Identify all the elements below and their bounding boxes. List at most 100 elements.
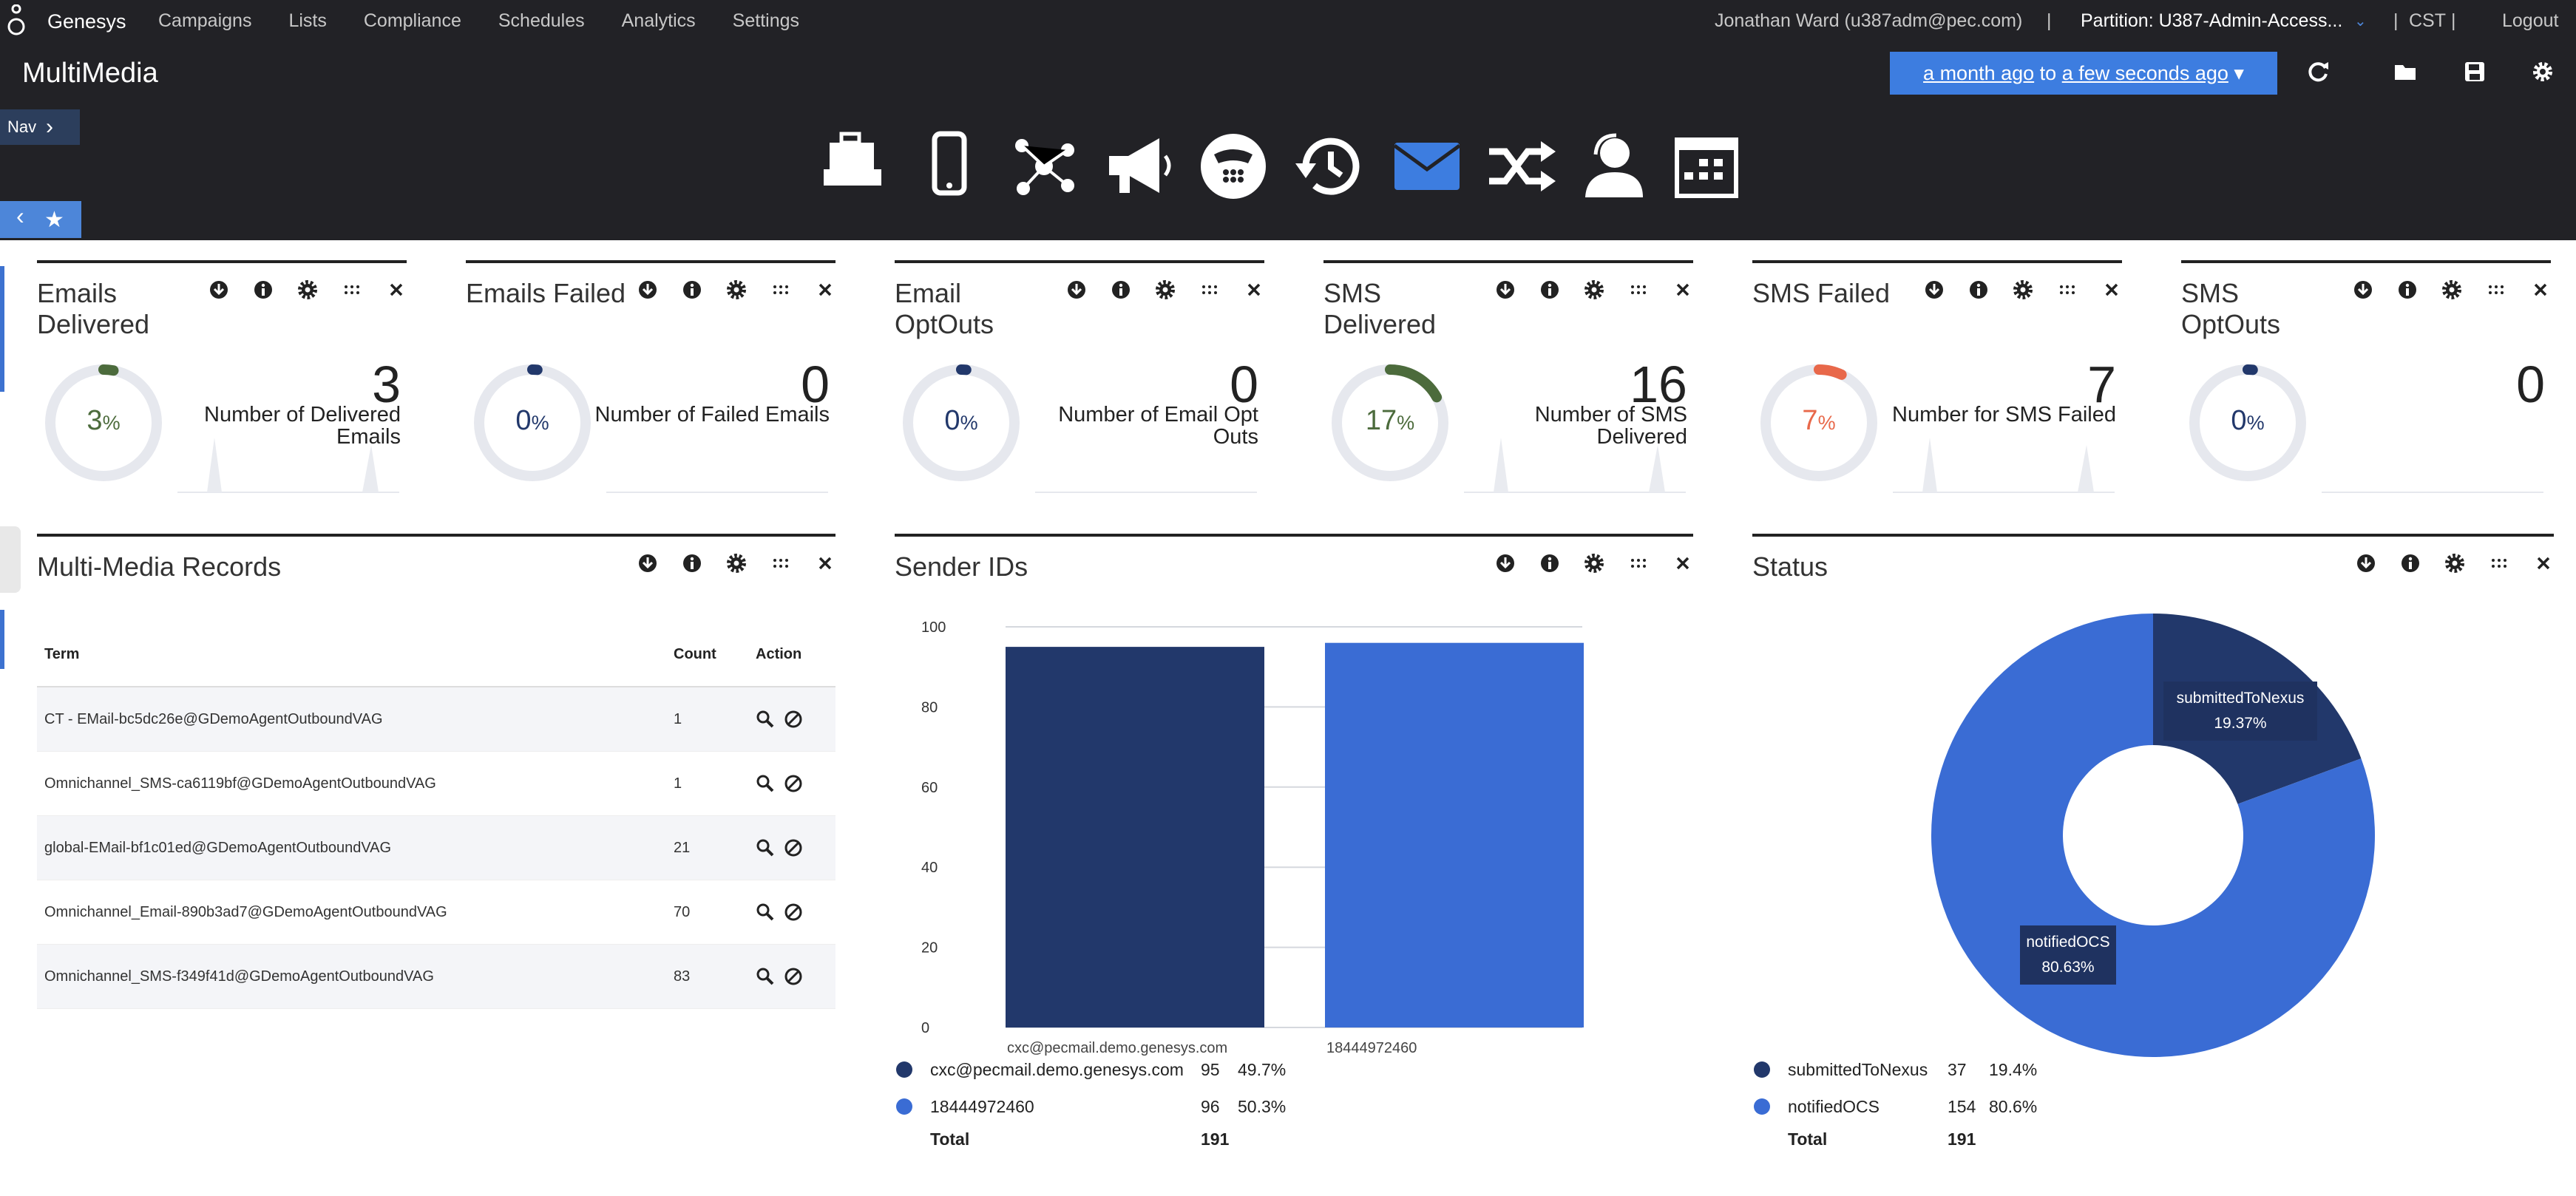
download-icon[interactable] xyxy=(2354,551,2378,575)
legend-row[interactable]: notifiedOCS 154 80.6% xyxy=(1754,1095,2197,1118)
close-icon[interactable] xyxy=(813,278,837,302)
nav-toggle-button[interactable]: Nav › xyxy=(0,109,80,145)
legend-row[interactable]: cxc@pecmail.demo.genesys.com 95 49.7% xyxy=(896,1059,1340,1081)
chevron-down-icon[interactable]: ▾ xyxy=(2234,62,2244,84)
partition-select[interactable]: Partition: U387-Admin-Access... xyxy=(2081,10,2343,31)
megaphone-icon[interactable] xyxy=(1103,129,1177,203)
table-row[interactable]: CT - EMail-bc5dc26e@GDemoAgentOutboundVA… xyxy=(37,687,835,752)
download-icon[interactable] xyxy=(636,551,660,575)
block-icon[interactable] xyxy=(784,710,803,729)
close-icon[interactable] xyxy=(2529,278,2552,302)
download-icon[interactable] xyxy=(207,278,231,302)
gear-icon[interactable] xyxy=(1582,551,1606,575)
block-icon[interactable] xyxy=(784,838,803,857)
user-name[interactable]: Jonathan Ward (u387adm@pec.com) xyxy=(1715,10,2023,31)
drag-handle-icon[interactable] xyxy=(769,278,793,302)
info-icon[interactable] xyxy=(680,278,704,302)
table-row[interactable]: global-EMail-bf1c01ed@GDemoAgentOutbound… xyxy=(37,815,835,880)
column-header-count[interactable]: Count xyxy=(666,622,748,687)
agent-icon[interactable] xyxy=(1573,129,1647,203)
gear-icon[interactable] xyxy=(725,551,748,575)
drag-handle-icon[interactable] xyxy=(2484,278,2508,302)
logout-link[interactable]: Logout xyxy=(2502,10,2559,31)
table-row[interactable]: Omnichannel_Email-890b3ad7@GDemoAgentOut… xyxy=(37,880,835,945)
desktop-icon[interactable] xyxy=(819,129,893,203)
drag-handle-icon[interactable] xyxy=(1627,551,1650,575)
info-icon[interactable] xyxy=(680,551,704,575)
close-icon[interactable] xyxy=(1671,551,1695,575)
info-icon[interactable] xyxy=(1109,278,1133,302)
table-row[interactable]: Omnichannel_SMS-f349f41d@GDemoAgentOutbo… xyxy=(37,944,835,1009)
save-icon[interactable] xyxy=(2462,59,2487,84)
search-icon[interactable] xyxy=(756,967,775,986)
legend-row[interactable]: 18444972460 96 50.3% xyxy=(896,1095,1340,1118)
folder-icon[interactable] xyxy=(2393,59,2418,84)
drag-handle-icon[interactable] xyxy=(1198,278,1221,302)
download-icon[interactable] xyxy=(1494,278,1517,302)
search-icon[interactable] xyxy=(756,903,775,922)
range-from[interactable]: a month ago xyxy=(1923,62,2035,84)
range-to[interactable]: a few seconds ago xyxy=(2061,62,2228,84)
timezone-label[interactable]: CST xyxy=(2409,10,2446,31)
drag-handle-icon[interactable] xyxy=(2487,551,2511,575)
bar[interactable] xyxy=(1006,647,1264,1027)
gear-icon[interactable] xyxy=(2443,551,2467,575)
favorites-toggle-button[interactable]: ‹ ★ xyxy=(0,201,81,238)
download-icon[interactable] xyxy=(636,278,660,302)
table-row[interactable]: Omnichannel_SMS-ca6119bf@GDemoAgentOutbo… xyxy=(37,751,835,816)
gear-icon[interactable] xyxy=(296,278,319,302)
close-icon[interactable] xyxy=(1671,278,1695,302)
download-icon[interactable] xyxy=(2351,278,2375,302)
search-icon[interactable] xyxy=(756,838,775,857)
download-icon[interactable] xyxy=(1065,278,1088,302)
gear-icon[interactable] xyxy=(1153,278,1177,302)
block-icon[interactable] xyxy=(784,967,803,986)
gear-icon[interactable] xyxy=(2440,278,2464,302)
close-icon[interactable] xyxy=(384,278,408,302)
bar[interactable] xyxy=(1325,642,1584,1027)
calendar-icon[interactable] xyxy=(1670,129,1743,203)
search-icon[interactable] xyxy=(756,774,775,793)
flow-icon[interactable] xyxy=(1007,129,1081,203)
gear-icon[interactable] xyxy=(725,278,748,302)
menu-item-schedules[interactable]: Schedules xyxy=(498,10,585,31)
legend-row[interactable]: submittedToNexus 37 19.4% xyxy=(1754,1059,2197,1081)
info-icon[interactable] xyxy=(1538,278,1562,302)
close-icon[interactable] xyxy=(2100,278,2123,302)
column-header-term[interactable]: Term xyxy=(37,622,666,687)
drag-handle-icon[interactable] xyxy=(340,278,364,302)
shuffle-icon[interactable] xyxy=(1485,129,1559,203)
download-icon[interactable] xyxy=(1494,551,1517,575)
close-icon[interactable] xyxy=(2532,551,2555,575)
info-icon[interactable] xyxy=(251,278,275,302)
brand-name[interactable]: Genesys xyxy=(47,10,126,33)
menu-item-analytics[interactable]: Analytics xyxy=(621,10,696,31)
info-icon[interactable] xyxy=(1967,278,1990,302)
gear-icon[interactable] xyxy=(1582,278,1606,302)
block-icon[interactable] xyxy=(784,903,803,922)
gear-icon[interactable] xyxy=(2011,278,2035,302)
search-icon[interactable] xyxy=(756,710,775,729)
menu-item-settings[interactable]: Settings xyxy=(732,10,800,31)
sidebar-drag-handle[interactable] xyxy=(0,526,21,593)
menu-item-lists[interactable]: Lists xyxy=(288,10,327,31)
info-icon[interactable] xyxy=(2396,278,2419,302)
phone-icon[interactable] xyxy=(1196,129,1270,203)
refresh-icon[interactable] xyxy=(2305,59,2331,84)
menu-item-campaigns[interactable]: Campaigns xyxy=(158,10,252,31)
history-icon[interactable] xyxy=(1292,129,1366,203)
chevron-down-icon[interactable]: ⌄ xyxy=(2354,13,2367,30)
info-icon[interactable] xyxy=(2399,551,2422,575)
drag-handle-icon[interactable] xyxy=(769,551,793,575)
info-icon[interactable] xyxy=(1538,551,1562,575)
date-range-picker[interactable]: a month ago to a few seconds ago ▾ xyxy=(1890,52,2277,95)
email-icon[interactable] xyxy=(1390,129,1464,203)
gear-icon[interactable] xyxy=(2530,59,2555,84)
drag-handle-icon[interactable] xyxy=(2055,278,2079,302)
download-icon[interactable] xyxy=(1922,278,1946,302)
close-icon[interactable] xyxy=(813,551,837,575)
mobile-icon[interactable] xyxy=(915,129,989,203)
block-icon[interactable] xyxy=(784,774,803,793)
close-icon[interactable] xyxy=(1242,278,1266,302)
drag-handle-icon[interactable] xyxy=(1627,278,1650,302)
